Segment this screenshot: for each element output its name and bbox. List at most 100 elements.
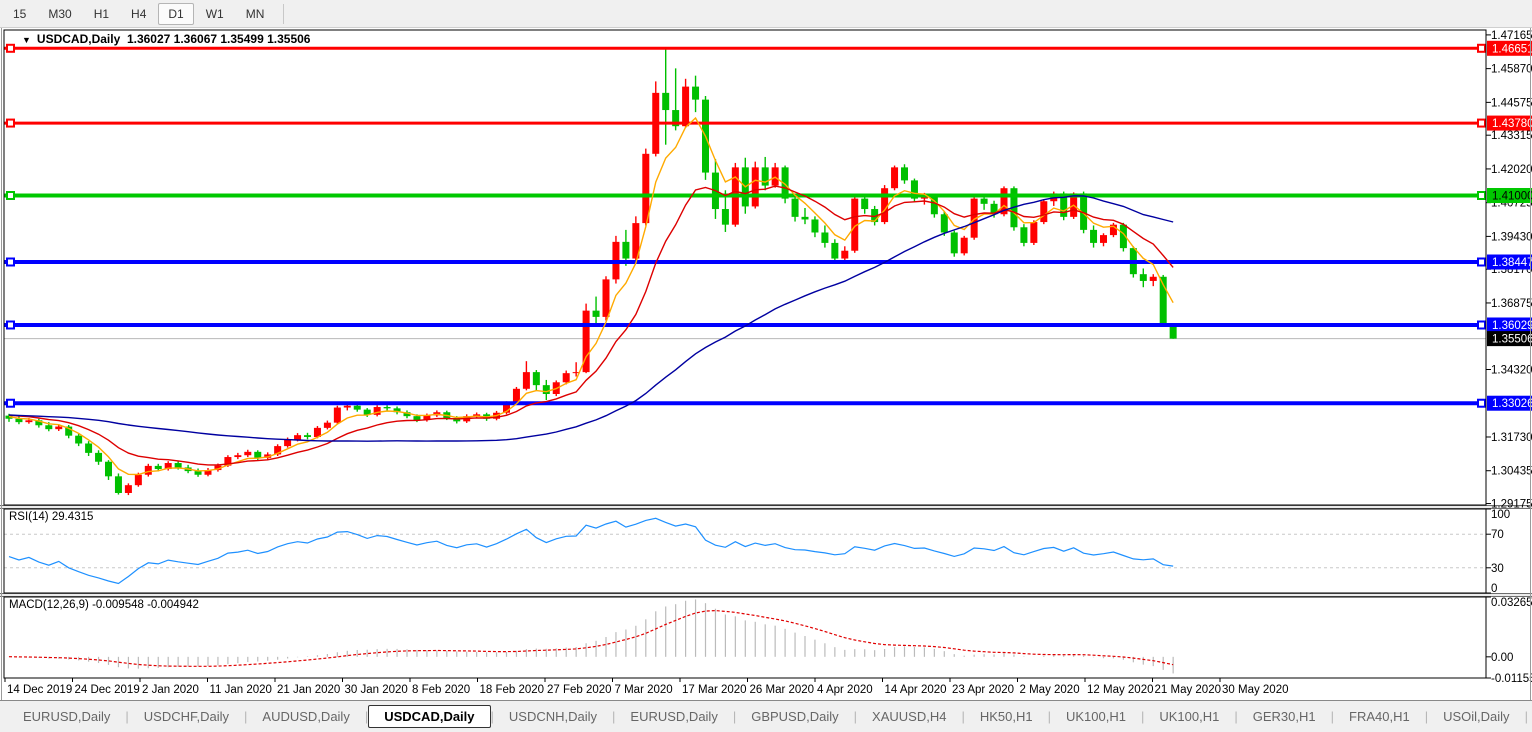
timeframe-button-H4[interactable]: H4	[131, 6, 147, 21]
rsi-layer	[4, 517, 1486, 585]
svg-text:30 May 2020: 30 May 2020	[1222, 684, 1289, 696]
svg-text:23 Apr 2020: 23 Apr 2020	[952, 684, 1014, 696]
price-chart[interactable]: 1.471651.458701.445751.433151.420201.407…	[0, 28, 1532, 700]
svg-text:17 Mar 2020: 17 Mar 2020	[682, 684, 747, 696]
chart-tab-gbpusd-daily[interactable]: GBPUSD,Daily	[751, 709, 839, 724]
svg-text:2 Jan 2020: 2 Jan 2020	[142, 684, 199, 696]
chart-tab-usdchf-daily[interactable]: USDCHF,Daily	[143, 709, 230, 724]
svg-text:30: 30	[1491, 563, 1504, 575]
chart-tab-ger30-h1[interactable]: GER30,H1	[1252, 709, 1316, 724]
chart-tab-xauusd-h4[interactable]: XAUUSD,H4	[872, 709, 947, 724]
svg-text:1.30435: 1.30435	[1491, 466, 1532, 478]
price-axis: 1.471651.458701.445751.433151.420201.407…	[1486, 30, 1532, 685]
tab-divider: |	[125, 709, 129, 724]
tab-divider: |	[612, 709, 616, 724]
chart-tab-eurusd-daily[interactable]: EURUSD,Daily	[630, 709, 718, 724]
ma-mid-line	[8, 185, 1174, 466]
chart-tab-hk50-h1[interactable]: HK50,H1	[979, 709, 1033, 724]
svg-text:1.41000: 1.41000	[1492, 190, 1532, 202]
chart-window: 1.47165 1.45870 1.44575 1.43315 1.42020 1.407…	[0, 28, 1532, 700]
svg-text:1.34320: 1.34320	[1491, 365, 1532, 377]
timeframe-button-15[interactable]: 15	[13, 6, 27, 21]
timeframe-button-D1[interactable]: D1	[158, 2, 194, 25]
timeframe-button-M30[interactable]: M30	[48, 6, 72, 21]
chart-title: ▼ USDCAD,Daily 1.36027 1.36067 1.35499 1.…	[22, 32, 310, 46]
svg-text:1.31730: 1.31730	[1491, 432, 1532, 444]
tab-divider: |	[1330, 709, 1334, 724]
svg-text:24 Dec 2019: 24 Dec 2019	[75, 684, 140, 696]
svg-text:12 May 2020: 12 May 2020	[1087, 684, 1154, 696]
svg-text:1.44575: 1.44575	[1491, 97, 1532, 109]
svg-text:18 Feb 2020: 18 Feb 2020	[480, 684, 545, 696]
macd-indicator-label: MACD(12,26,9) -0.009548 -0.004942	[9, 599, 199, 611]
chart-tab-usdcnh-daily[interactable]: USDCNH,Daily	[508, 709, 598, 724]
svg-text:1.43780: 1.43780	[1492, 118, 1532, 130]
tab-divider: |	[490, 709, 494, 724]
svg-text:-0.011558: -0.011558	[1491, 673, 1532, 685]
svg-text:1.39430: 1.39430	[1491, 231, 1532, 243]
tab-divider: |	[364, 709, 369, 724]
svg-text:1.33026: 1.33026	[1492, 398, 1532, 410]
timeframe-button-MN[interactable]: MN	[245, 6, 265, 21]
date-axis: 14 Dec 2019 24 Dec 2019 2 Jan 2020 11 Jan 2…	[4, 678, 1289, 696]
timeframe-button-W1[interactable]: W1	[205, 6, 224, 21]
svg-text:14 Dec 2019: 14 Dec 2019	[7, 684, 72, 696]
toolbar-separator	[283, 3, 285, 24]
macd-signal-line	[8, 609, 1174, 667]
chart-ohlc-values: 1.36027 1.36067 1.35499 1.35506	[126, 32, 311, 46]
chart-tab-bar: EURUSD,Daily | USDCHF,Daily | AUDUSD,Daily | U…	[0, 700, 1532, 732]
svg-text:70: 70	[1491, 529, 1504, 541]
svg-text:1.43315: 1.43315	[1491, 130, 1532, 142]
macd-layer	[8, 599, 1174, 674]
tab-divider: |	[1524, 709, 1528, 724]
chart-tab-usoil-daily[interactable]: USOil,Daily	[1443, 709, 1510, 724]
ma-slow-line	[8, 195, 1174, 442]
svg-text:0.032658: 0.032658	[1491, 597, 1532, 609]
svg-text:1.46651: 1.46651	[1492, 43, 1532, 55]
chart-tab-uk100-h1[interactable]: UK100,H1	[1065, 709, 1126, 724]
svg-text:26 Mar 2020: 26 Mar 2020	[750, 684, 815, 696]
svg-text:1.36029: 1.36029	[1492, 320, 1532, 332]
svg-text:7 Mar 2020: 7 Mar 2020	[615, 684, 673, 696]
chart-tab-uk100-h1[interactable]: UK100,H1	[1159, 709, 1220, 724]
timeframe-toolbar: 15 M30 H1 H4 D1 W1 MN	[0, 0, 1532, 28]
svg-text:1.35506: 1.35506	[1492, 334, 1532, 346]
chart-symbol-label: USDCAD,Daily	[36, 32, 121, 46]
chart-tab-eurusd-daily[interactable]: EURUSD,Daily	[23, 709, 111, 724]
tab-divider: |	[961, 709, 965, 724]
chart-tab-usdcad-daily[interactable]: USDCAD,Daily	[368, 705, 491, 728]
rsi-indicator-label: RSI(14) 29.4315	[9, 511, 94, 523]
svg-text:1.38447: 1.38447	[1492, 257, 1532, 269]
chart-dropdown-icon[interactable]: ▼	[22, 35, 31, 45]
chart-tab-audusd-daily[interactable]: AUDUSD,Daily	[262, 709, 350, 724]
tab-divider: |	[853, 709, 858, 724]
svg-text:11 Jan 2020: 11 Jan 2020	[210, 684, 272, 696]
svg-text:21 May 2020: 21 May 2020	[1155, 684, 1222, 696]
tab-divider: |	[732, 709, 737, 724]
svg-text:14 Apr 2020: 14 Apr 2020	[885, 684, 947, 696]
chart-tab-usdjpy-h1[interactable]: USDJPY,H1	[1528, 706, 1532, 727]
timeframe-button-H1[interactable]: H1	[93, 6, 110, 21]
svg-text:0: 0	[1491, 583, 1497, 595]
tab-divider: |	[1234, 709, 1238, 724]
ma-fast-line	[8, 116, 1174, 476]
svg-text:27 Feb 2020: 27 Feb 2020	[547, 684, 612, 696]
svg-text:30 Jan 2020: 30 Jan 2020	[345, 684, 408, 696]
svg-text:2 May 2020: 2 May 2020	[1020, 684, 1080, 696]
chart-tab-fra40-h1[interactable]: FRA40,H1	[1349, 709, 1410, 724]
tab-divider: |	[1047, 709, 1051, 724]
svg-text:1.47165: 1.47165	[1491, 30, 1532, 42]
svg-text:1.42020: 1.42020	[1491, 164, 1532, 176]
svg-text:8 Feb 2020: 8 Feb 2020	[412, 684, 470, 696]
svg-text:1.45870: 1.45870	[1491, 64, 1532, 76]
svg-text:0.00: 0.00	[1491, 652, 1513, 664]
svg-text:100: 100	[1491, 509, 1510, 521]
svg-text:4 Apr 2020: 4 Apr 2020	[817, 684, 873, 696]
tab-divider: |	[244, 709, 248, 724]
tab-divider: |	[1424, 709, 1429, 724]
rsi-line	[8, 517, 1174, 585]
tab-divider: |	[1140, 709, 1145, 724]
svg-text:1.36875: 1.36875	[1491, 298, 1532, 310]
svg-text:21 Jan 2020: 21 Jan 2020	[277, 684, 340, 696]
